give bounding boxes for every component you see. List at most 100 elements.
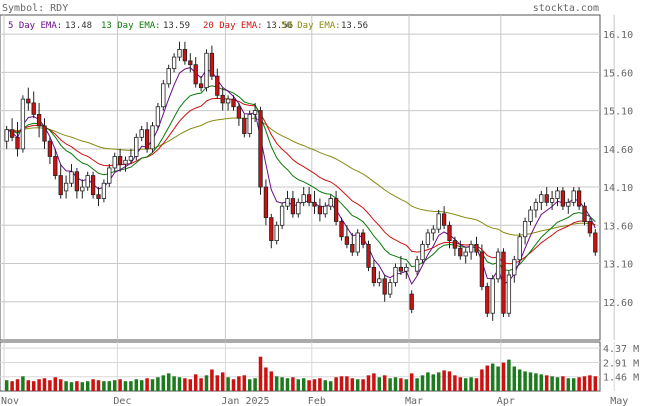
- candle-body: [441, 213, 447, 226]
- candle-body: [285, 198, 290, 207]
- candle-body: [107, 167, 112, 184]
- candle-body: [220, 94, 225, 104]
- volume-bar: [21, 376, 25, 391]
- legend-ema13-value: 13.59: [163, 21, 190, 31]
- volume-bar: [199, 378, 203, 391]
- candle-body: [215, 75, 220, 96]
- candle-body: [247, 114, 252, 134]
- price-tick-label: 12.60: [603, 298, 633, 309]
- candle-body: [290, 198, 296, 215]
- candle-body: [544, 194, 549, 203]
- volume-bar: [372, 373, 376, 391]
- candle-body: [177, 49, 182, 58]
- volume-bar: [107, 381, 112, 391]
- volume-bar: [139, 380, 144, 391]
- candle-body: [4, 129, 9, 142]
- volume-bar: [458, 377, 463, 391]
- candle-body: [182, 49, 188, 62]
- volume-bar: [436, 372, 441, 391]
- volume-bar: [420, 375, 425, 391]
- volume-bar: [355, 379, 360, 391]
- volume-bar: [377, 377, 382, 391]
- volume-bar: [550, 376, 554, 391]
- volume-bar: [53, 377, 58, 391]
- candle-body: [225, 98, 231, 104]
- volume-bar: [566, 378, 571, 391]
- volume-bar: [285, 378, 290, 391]
- volume-bar: [75, 381, 79, 391]
- volume-bar: [528, 372, 533, 391]
- candle-body: [80, 186, 85, 192]
- candle-body: [560, 190, 566, 207]
- volume-bar: [582, 376, 587, 391]
- volume-bar: [469, 377, 473, 391]
- candle-body: [468, 244, 474, 253]
- candle-body: [350, 244, 355, 253]
- volume-bar: [312, 379, 317, 391]
- volume-bar: [226, 377, 230, 391]
- volume-bar: [220, 372, 225, 391]
- volume-bar: [301, 378, 306, 391]
- candle-body: [452, 240, 458, 249]
- candle-body: [387, 282, 393, 295]
- candle-body: [242, 117, 247, 134]
- volume-bar: [4, 380, 9, 391]
- candle-body: [517, 236, 522, 261]
- volume-bar: [409, 373, 414, 391]
- volume-bar: [490, 363, 495, 391]
- candle-body: [231, 98, 236, 108]
- volume-bar: [539, 374, 544, 391]
- volume-tick-label: 1.46 M: [603, 373, 639, 384]
- candle-body: [549, 198, 555, 203]
- volume-bar: [231, 379, 236, 391]
- candle-body: [528, 209, 533, 222]
- volume-bar: [388, 378, 392, 391]
- volume-bar: [523, 371, 527, 391]
- legend-ema20-value: 13.56: [266, 21, 293, 31]
- volume-bar: [507, 359, 511, 391]
- candle-body: [69, 171, 74, 184]
- volume-bar: [555, 377, 560, 391]
- x-axis-label: Mar: [405, 396, 423, 406]
- candle-body: [431, 228, 436, 234]
- candle-body: [587, 221, 593, 234]
- volume-bars: [4, 356, 598, 391]
- candle-body: [533, 201, 539, 211]
- candle-body: [112, 156, 117, 169]
- legend-ema5-label: 5 Day EMA:: [8, 21, 62, 31]
- ema-legend: 5 Day EMA: 13.48 13 Day EMA: 13.59 20 Da…: [8, 21, 368, 31]
- x-axis-label: Apr: [497, 396, 515, 406]
- candle-body: [42, 125, 47, 142]
- volume-bar: [431, 374, 436, 391]
- candle-body: [36, 114, 42, 127]
- candle-body: [501, 251, 506, 314]
- candle-body: [279, 205, 285, 226]
- volume-bar: [80, 382, 85, 391]
- candle-body: [9, 129, 15, 138]
- candle-body: [74, 171, 80, 192]
- site-label: stockta.com: [533, 3, 599, 14]
- volume-bar: [247, 379, 252, 391]
- candle-body: [301, 194, 306, 203]
- candle-body: [26, 98, 31, 104]
- candle-body: [101, 182, 107, 199]
- volume-bar: [571, 378, 576, 391]
- volume-bar: [366, 375, 371, 391]
- volume-bar: [193, 374, 198, 391]
- volume-bar: [264, 367, 268, 391]
- candle-body: [193, 64, 198, 85]
- candle-body: [161, 83, 166, 108]
- volume-bar: [404, 379, 409, 391]
- candle-body: [63, 182, 69, 192]
- candle-body: [198, 83, 204, 89]
- candle-body: [409, 293, 414, 310]
- candle-body: [90, 175, 96, 196]
- candle-body: [204, 52, 209, 89]
- candle-body: [571, 190, 576, 203]
- volume-bar: [204, 375, 209, 391]
- volume-bar: [42, 378, 47, 391]
- volume-bar: [280, 377, 284, 391]
- volume-bar: [118, 379, 122, 391]
- volume-bar: [426, 372, 430, 391]
